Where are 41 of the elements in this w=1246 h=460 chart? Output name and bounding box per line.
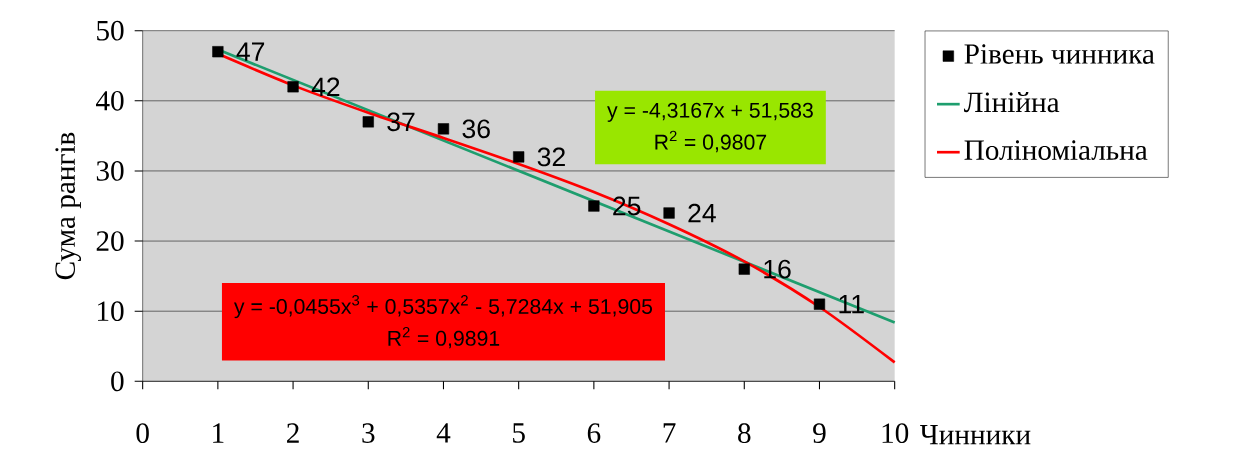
annotation: R$^{2}$ = 0,9891 (388, 326, 500, 349)
y-tick-label: 40 (96, 90, 124, 111)
x-tick-label: 10 (882, 423, 909, 444)
x-tick-label: 5 (513, 423, 525, 443)
legend-label: Лінійна (963, 91, 1060, 113)
x-tick-label: 0 (136, 423, 149, 444)
y-tick-label: 30 (96, 161, 124, 181)
x-tick-label: 3 (362, 423, 375, 443)
x-axis-title: Чинники (920, 425, 1031, 445)
data-label: 42 (311, 77, 340, 97)
legend-label: Поліноміальна (964, 140, 1148, 160)
point (663, 207, 675, 219)
data-label: 36 (462, 119, 490, 139)
legend-label: Рівень чинника (964, 44, 1155, 64)
x-tick-label: 4 (436, 423, 451, 443)
annotation: y = -0,0455x$^{3}$ + 0,5357x$^{2}$ - 5,7284x + 51,905 (233, 295, 653, 319)
y-axis-title: Сума рангів (55, 132, 82, 280)
point (287, 81, 299, 93)
data-label: 24 (688, 203, 716, 223)
point (588, 200, 600, 212)
y-tick-label: 20 (96, 231, 124, 251)
point (813, 298, 826, 310)
y-tick-label: 50 (97, 20, 124, 41)
point (513, 151, 525, 163)
y-tick-label: 10 (98, 301, 124, 322)
annotation: y = -4,3167x + 51,583 (607, 102, 813, 122)
annotation: R$^{2}$ = 0,9807 (655, 130, 767, 153)
x-tick-label: 9 (813, 423, 826, 443)
x-tick-label: 2 (287, 423, 299, 443)
point (362, 116, 374, 128)
point (212, 46, 224, 58)
x-tick-label: 8 (738, 423, 751, 444)
x-tick-label: 6 (587, 423, 601, 443)
x-tick-label: 1 (213, 423, 224, 443)
data-label: 32 (537, 147, 565, 167)
y-tick-label: 0 (111, 371, 124, 392)
x-tick-label: 7 (663, 423, 676, 443)
point (437, 123, 450, 135)
data-label: 16 (764, 259, 791, 279)
data-label: 47 (236, 42, 265, 61)
point (738, 263, 750, 275)
